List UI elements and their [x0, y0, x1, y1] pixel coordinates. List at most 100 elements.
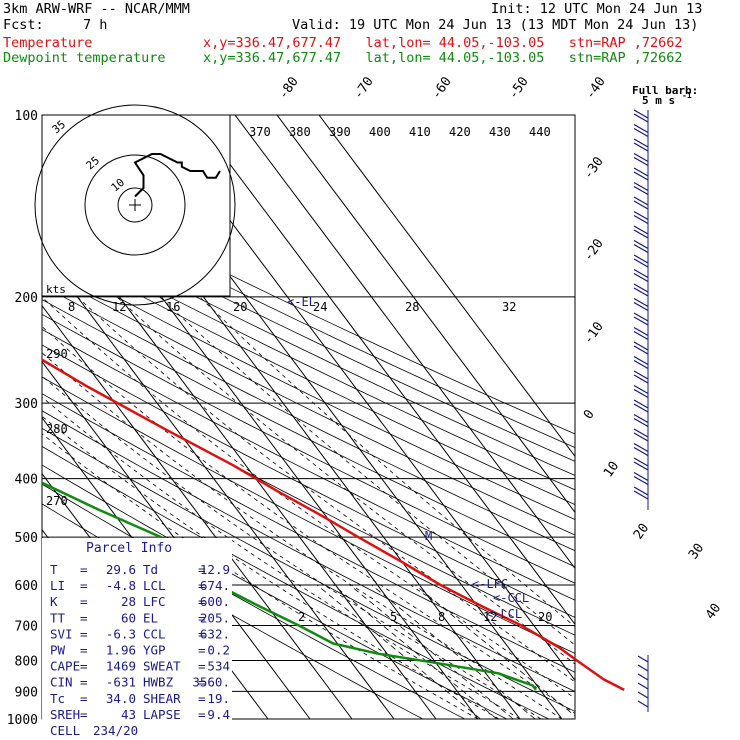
moist-adiabat-line: [159, 296, 575, 646]
mixing-ratio-label: 8: [438, 610, 445, 624]
dry-adiabat-line: [42, 313, 575, 584]
parcel-info-key: SREH: [50, 707, 80, 722]
wind-barb: [633, 457, 649, 467]
parcel-info-value: 632.: [200, 626, 230, 641]
theta-label: 410: [409, 125, 431, 139]
parcel-info-value: 19.: [207, 691, 230, 706]
wind-barb: [633, 196, 649, 206]
dewpoint-legend: Dewpoint temperature: [3, 50, 166, 66]
parcel-info-key: CAPE: [50, 659, 80, 674]
hodograph-ring: [34, 104, 236, 306]
wind-barb: [633, 403, 649, 413]
dry-adiabat-line: [42, 270, 575, 536]
parcel-info-key: SHEAR: [143, 691, 181, 706]
mixing-ratio-line: [371, 584, 536, 720]
isotherm-label: -60: [429, 74, 455, 102]
parcel-info-value: -6.3: [106, 626, 136, 641]
isotherm-line: [192, 115, 575, 626]
lfc-marker: <-LFC: [472, 577, 508, 591]
hodograph-ring: [117, 187, 153, 223]
isotherm-label: -20: [581, 236, 607, 264]
wind-barb: [633, 490, 649, 500]
parcel-info-equals: =: [198, 610, 206, 625]
wind-barb: [633, 399, 649, 409]
wind-barb: [633, 239, 649, 250]
wind-barb: [633, 243, 649, 254]
wind-barb: [633, 127, 649, 138]
wind-barb: [633, 345, 649, 355]
temperature-profile-line: [42, 358, 625, 692]
parcel-info-equals: =: [198, 659, 206, 674]
wind-barb: [633, 301, 649, 312]
parcel-info-value: 1.96: [106, 643, 136, 658]
parcel-info-equals: =: [198, 594, 206, 609]
wind-barb: [633, 355, 649, 366]
isotherm-label: -10: [581, 319, 607, 347]
parcel-info-value: 3560.: [192, 675, 230, 690]
parcel-info-value: 60: [121, 610, 136, 625]
parcel-info-key: HWBZ: [143, 675, 174, 690]
parcel-info-value: 0.2: [207, 643, 230, 658]
parcel-info-value: -4.8: [106, 578, 136, 593]
parcel-info-key: LAPSE: [143, 707, 181, 722]
init-time: Init: 12 UTC Mon 24 Jun 13: [491, 1, 703, 17]
temperature-location: x,y=336.47,677.47 lat,lon= 44.05,-103.05…: [203, 35, 683, 51]
wind-barb: [633, 330, 649, 341]
wind-barb: [633, 341, 649, 351]
wind-barb: [633, 167, 649, 177]
pressure-label: 700: [15, 619, 38, 634]
isotherm-label: -70: [351, 74, 377, 102]
parcel-info-equals: =: [80, 643, 88, 658]
pressure-label: 300: [15, 397, 38, 412]
barb-legend-title: Full barb:: [632, 84, 698, 97]
theta-label: 280: [46, 422, 68, 436]
wind-barb: [633, 268, 649, 279]
parcel-info-key: LFC: [143, 594, 166, 609]
pressure-label: 200: [15, 291, 38, 306]
wind-barb: [633, 446, 649, 457]
dry-adiabat-line: [42, 229, 575, 491]
barb-legend-exponent: -1: [682, 91, 692, 100]
theta-label: 430: [489, 125, 511, 139]
moist-adiabat-line: [116, 296, 575, 665]
wind-barb: [633, 258, 649, 268]
wind-barb: [633, 123, 649, 134]
isotherm-label: 30: [686, 541, 707, 562]
parcel-info-value: 28: [121, 594, 136, 609]
wind-barb: [637, 655, 649, 663]
parcel-info-equals: =: [80, 675, 88, 690]
valid-time: Valid: 19 UTC Mon 24 Jun 13 (13 MDT Mon …: [292, 17, 699, 33]
parcel-info-key: CCL: [143, 626, 166, 641]
dry-adiabat-line: [42, 299, 575, 568]
parcel-info-key: SVI: [50, 626, 73, 641]
wind-barb: [633, 384, 649, 395]
mixing-ratio-line: [316, 584, 481, 720]
pressure-label: 1000: [7, 713, 38, 728]
isotherm-label: 0: [581, 407, 598, 422]
wind-barb: [633, 214, 649, 225]
moist-adiabat-line: [199, 296, 575, 628]
parcel-info-equals: =: [80, 562, 88, 577]
pressure-label: 900: [15, 685, 38, 700]
wind-barb: [633, 374, 649, 384]
wind-barb: [633, 413, 649, 424]
wind-barb: [633, 359, 649, 370]
wind-barb: [633, 316, 649, 326]
moist-adiabat-line: [42, 415, 500, 720]
parcel-info-key: LCL: [143, 578, 166, 593]
hodograph-axis-label: 20: [233, 300, 247, 314]
hodograph-axis-label: 32: [502, 300, 516, 314]
wind-barb: [633, 312, 649, 322]
wind-barb: [633, 200, 649, 210]
pressure-label: 400: [15, 473, 38, 488]
parcel-info-value: 674.: [200, 578, 230, 593]
wind-barb: [633, 297, 649, 308]
dry-adiabat-line: [42, 191, 575, 448]
mixing-ratio-label: 5: [390, 610, 397, 624]
ccl-marker: <-CCL: [493, 591, 529, 605]
isotherm-line: [276, 115, 575, 514]
isotherm-label: -80: [276, 74, 302, 102]
wind-barb: [633, 370, 649, 380]
parcel-info-key: SWEAT: [143, 659, 181, 674]
